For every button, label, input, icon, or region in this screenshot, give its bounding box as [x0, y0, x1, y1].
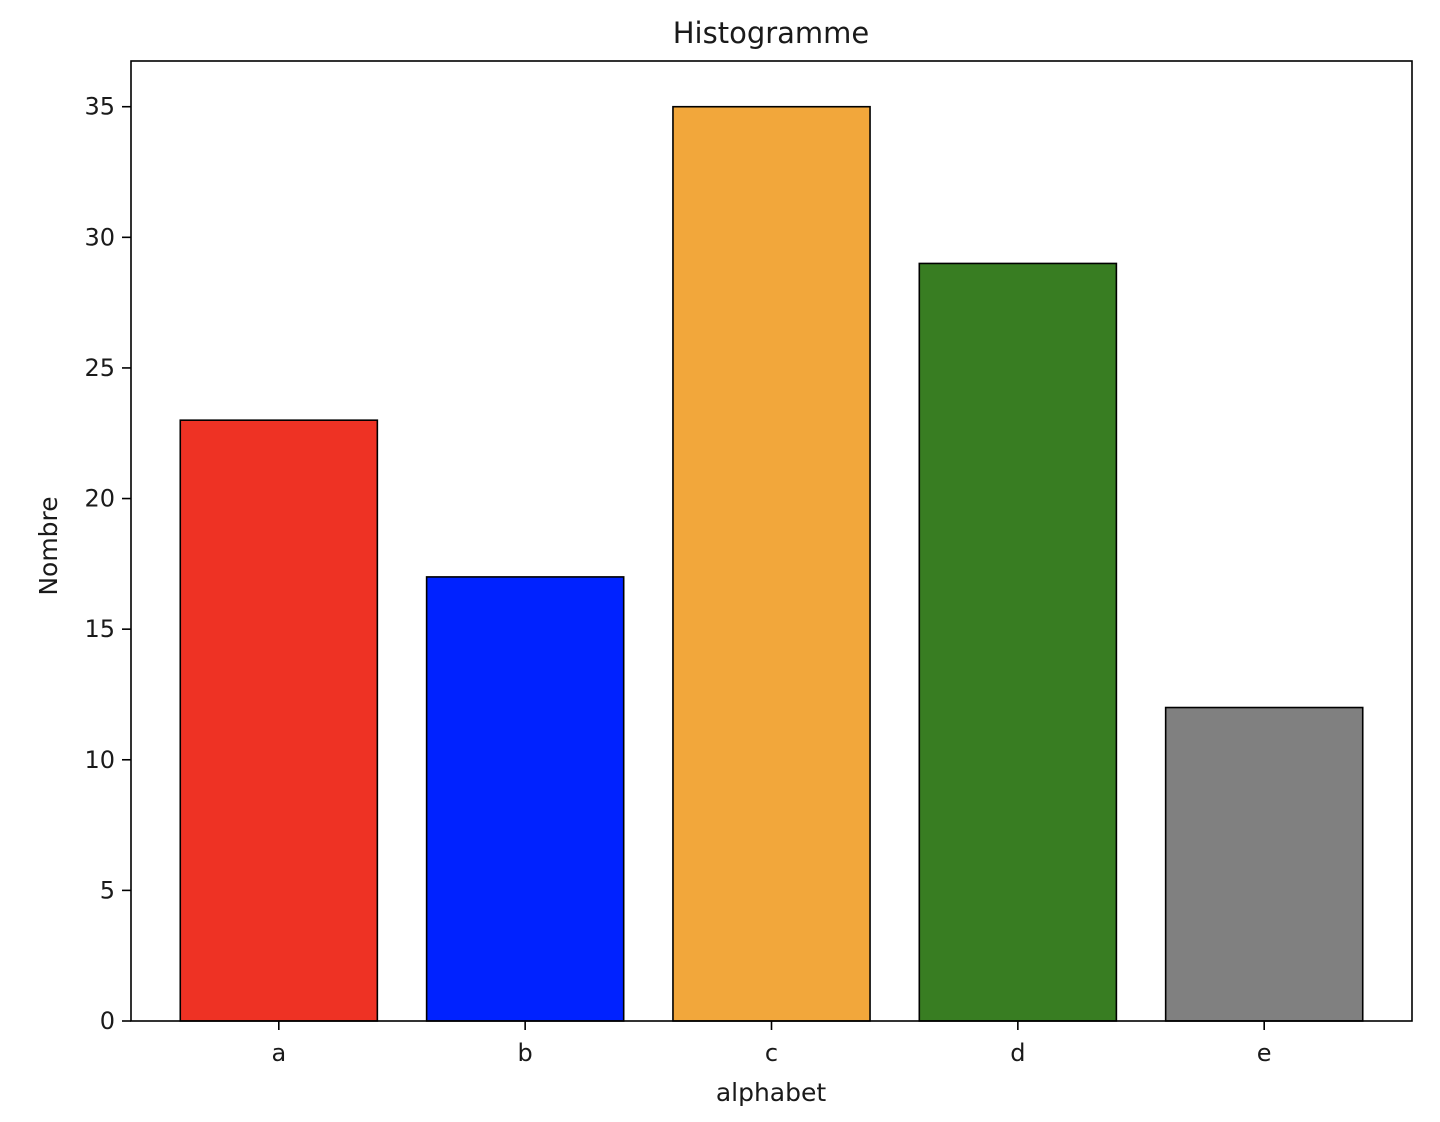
- y-tick-label: 0: [100, 1007, 115, 1035]
- x-tick-label: e: [1257, 1039, 1272, 1067]
- y-axis-label: Nombre: [34, 496, 63, 595]
- y-tick-label: 30: [84, 223, 115, 251]
- x-axis-label: alphabet: [716, 1078, 827, 1107]
- y-axis: 0 5 10 15 20 25 30 35: [84, 93, 131, 1035]
- bar-e: [1164, 706, 1364, 1022]
- x-tick-label: c: [765, 1039, 778, 1067]
- x-tick-label: a: [271, 1039, 286, 1067]
- x-tick-label: d: [1010, 1039, 1025, 1067]
- plot-area-frame: [130, 60, 1413, 1022]
- bar-c: [672, 105, 871, 1022]
- bars-group: [179, 105, 1364, 1022]
- y-tick-label: 35: [84, 93, 115, 121]
- y-tick-label: 10: [84, 746, 115, 774]
- y-tick-label: 15: [84, 615, 115, 643]
- x-axis: a b c d e: [271, 1021, 1272, 1067]
- bar-a: [179, 419, 379, 1022]
- bar-b: [425, 576, 625, 1022]
- y-tick-label: 25: [84, 354, 115, 382]
- y-tick-label: 20: [84, 485, 115, 513]
- y-tick-label: 5: [100, 876, 115, 904]
- bar-d: [918, 262, 1118, 1022]
- x-tick-label: b: [518, 1039, 533, 1067]
- chart-title: Histogramme: [673, 16, 870, 50]
